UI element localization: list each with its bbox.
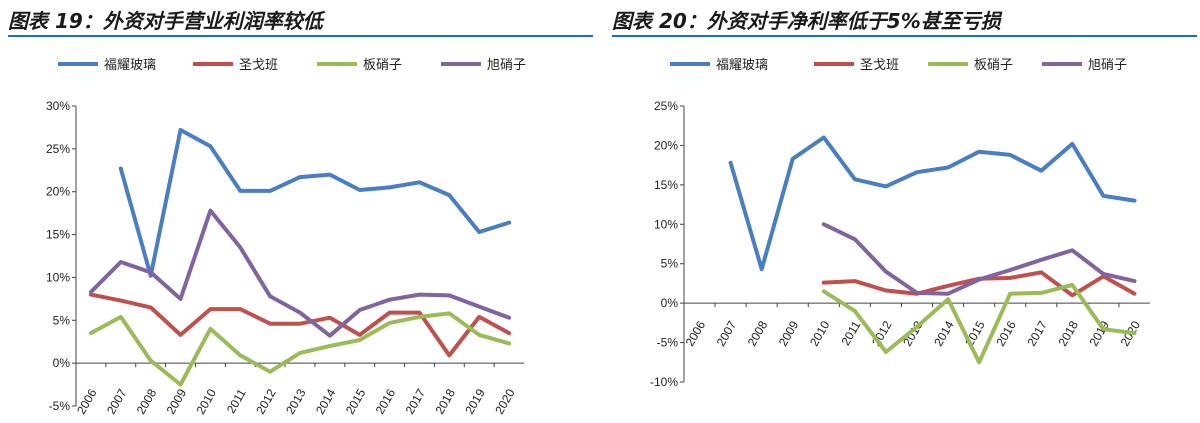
y-tick-label: 25% xyxy=(46,142,70,156)
x-tick-label: 2009 xyxy=(776,318,802,348)
y-tick-label: -10% xyxy=(650,375,678,389)
x-tick-label: 2020 xyxy=(492,386,518,416)
legend-label: 旭硝子 xyxy=(1088,58,1127,73)
y-tick-label: -5% xyxy=(657,336,679,350)
x-tick-label: 2008 xyxy=(745,318,771,348)
x-tick-label: 2010 xyxy=(807,318,833,348)
net-margin-chart: 福耀玻璃 圣戈班 板硝子 旭硝子 -10% -5% 0% 5% 10% 15% 20% 25% 2006… xyxy=(650,58,1150,389)
x-tick-label: 2017 xyxy=(1024,318,1050,348)
x-tick-label: 2018 xyxy=(432,386,458,416)
legend-label: 圣戈班 xyxy=(239,58,278,73)
x-tick-label: 2007 xyxy=(104,386,130,416)
x-tick-label: 2018 xyxy=(1055,318,1081,348)
x-tick-label: 2006 xyxy=(74,386,100,416)
chart-panel-net-margin: 图表 20：外资对手净利率低于5%甚至亏损 福耀玻璃 圣戈班 板硝子 旭硝子 -10% -… xyxy=(612,0,1197,423)
x-tick-label: 2012 xyxy=(253,386,279,416)
y-tick-label: 0% xyxy=(53,356,71,370)
y-tick-label: -5% xyxy=(49,399,71,413)
title-rule xyxy=(8,35,593,37)
x-tick-label: 2011 xyxy=(224,386,249,416)
legend-label: 板硝子 xyxy=(974,58,1013,73)
x-tick-label: 2015 xyxy=(343,386,369,416)
x-tick-label: 2013 xyxy=(283,386,309,416)
x-tick-label: 2007 xyxy=(714,318,740,348)
y-tick-label: 10% xyxy=(46,270,70,284)
y-tick-label: 30% xyxy=(46,99,70,113)
series-line-福耀玻璃 xyxy=(728,135,1137,272)
x-tick-label: 2016 xyxy=(373,386,399,416)
y-tick-label: 5% xyxy=(661,257,679,271)
x-tick-label: 2009 xyxy=(164,386,190,416)
series-line-圣戈班 xyxy=(821,270,1137,298)
legend-label: 板硝子 xyxy=(363,58,402,73)
x-tick-label: 2010 xyxy=(194,386,220,416)
series-line-圣戈班 xyxy=(88,292,512,358)
x-tick-label: 2014 xyxy=(313,386,339,416)
series-line-旭硝子 xyxy=(88,208,512,338)
legend-label: 福耀玻璃 xyxy=(716,58,768,73)
y-tick-label: 5% xyxy=(53,313,71,327)
series-line-福耀玻璃 xyxy=(118,128,512,278)
title-rule xyxy=(612,35,1197,37)
operating-margin-chart: 福耀玻璃 圣戈班 板硝子 旭硝子-5%0%5%10%15%20%25%30%2006 2… xyxy=(46,58,526,417)
x-tick-label: 2019 xyxy=(462,386,488,416)
x-tick-label: 2008 xyxy=(134,386,160,416)
chart-title: 图表 19：外资对手营业利润率较低 xyxy=(8,9,323,33)
legend-label: 福耀玻璃 xyxy=(104,58,156,73)
y-tick-label: 15% xyxy=(654,178,678,192)
chart-panel-operating-margin: 图表 19：外资对手营业利润率较低 福耀玻璃 圣戈班 板硝子 旭硝子 -5% 0% 5% 10… xyxy=(8,0,593,423)
y-tick-label: 25% xyxy=(654,99,678,113)
legend-label: 旭硝子 xyxy=(487,58,526,73)
series-line-旭硝子 xyxy=(821,222,1137,296)
x-tick-label: 2011 xyxy=(838,318,863,348)
y-tick-label: 15% xyxy=(46,228,70,242)
y-tick-label: 20% xyxy=(46,185,70,199)
legend-label: 圣戈班 xyxy=(860,58,899,73)
y-tick-label: 20% xyxy=(654,138,678,152)
x-tick-label: 2006 xyxy=(683,318,709,348)
y-tick-label: 0% xyxy=(661,296,679,310)
y-tick-label: 10% xyxy=(654,217,678,231)
x-tick-label: 2014 xyxy=(931,318,957,348)
x-tick-label: 2017 xyxy=(403,386,429,416)
chart-title: 图表 20：外资对手净利率低于5%甚至亏损 xyxy=(612,9,1001,33)
